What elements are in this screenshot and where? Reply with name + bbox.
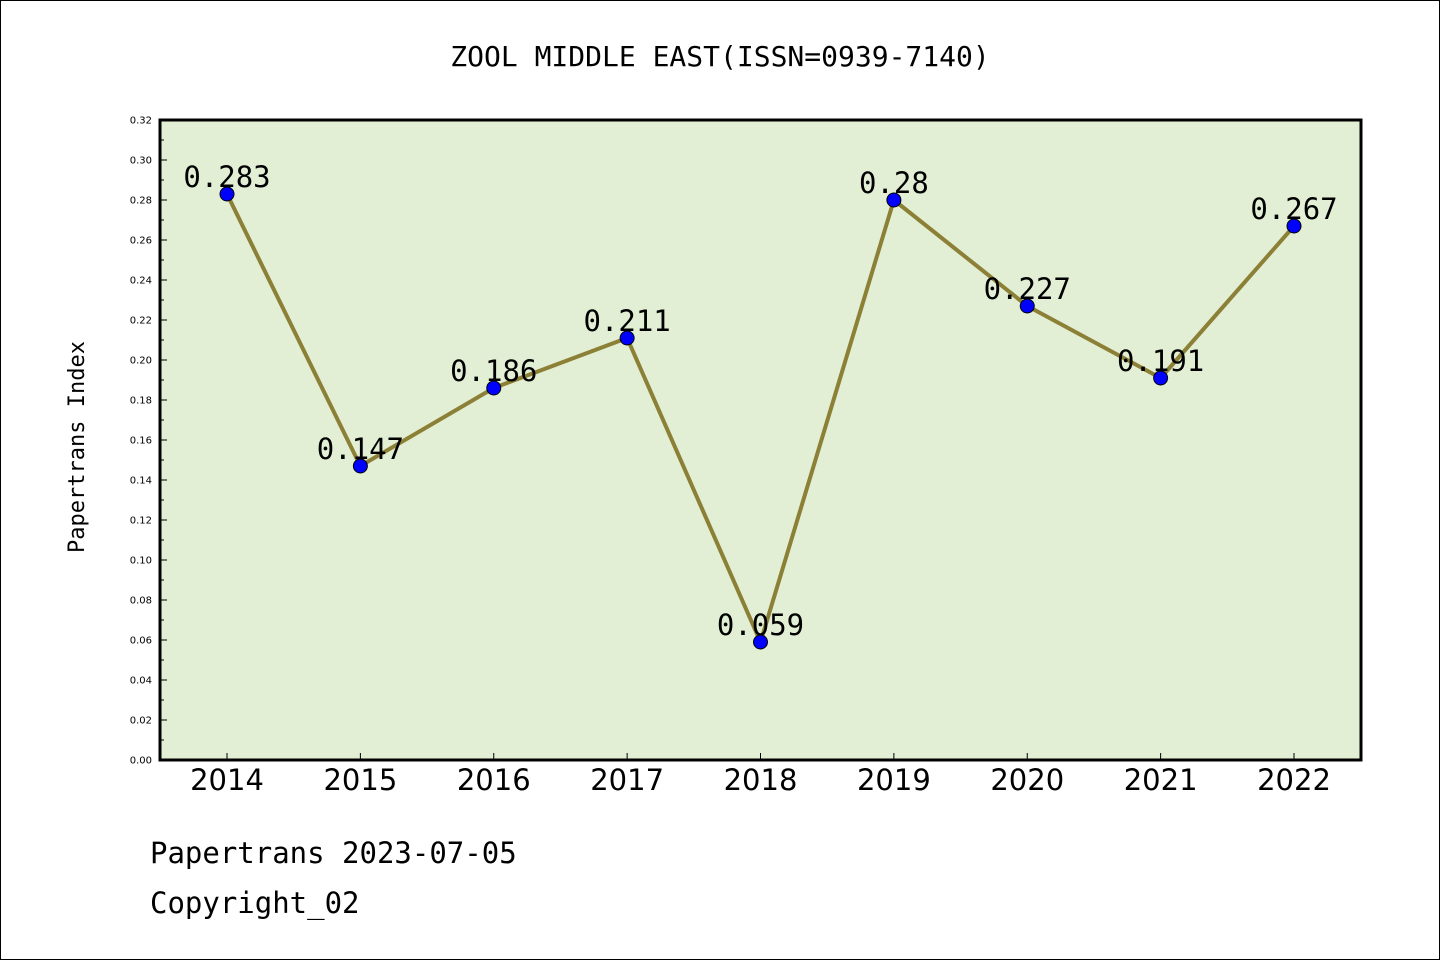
data-point — [1286, 218, 1302, 234]
y-tick-label: 0.16 — [130, 436, 152, 447]
data-point — [753, 634, 768, 650]
data-point — [1019, 298, 1035, 314]
data-point — [1153, 370, 1169, 386]
y-tick-label: 0.14 — [130, 476, 152, 487]
data-label: 0.147 — [317, 432, 404, 466]
x-tick-label: 2015 — [323, 763, 397, 797]
y-tick-label: 0.26 — [130, 236, 152, 247]
y-tick-label: 0.08 — [130, 596, 152, 607]
y-tick-label: 0.02 — [130, 716, 152, 727]
y-tick-label: 0.28 — [130, 196, 152, 207]
x-tick-label: 2021 — [1124, 763, 1198, 797]
x-tick-label: 2020 — [990, 763, 1064, 797]
y-tick-label: 0.18 — [130, 396, 152, 407]
data-point — [219, 186, 235, 202]
data-label: 0.186 — [450, 354, 537, 388]
data-label: 0.267 — [1250, 192, 1337, 226]
data-point — [352, 458, 368, 474]
data-label: 0.211 — [583, 304, 670, 338]
y-tick-label: 0.20 — [130, 356, 152, 367]
y-axis-label: Papertrans Index — [65, 341, 90, 553]
x-tick-label: 2016 — [457, 763, 531, 797]
x-axis: 2014 2015 2016 2017 2018 2019 2020 2021 2022 — [190, 753, 1331, 797]
y-axis: 0.00 0.02 0.04 0.06 0.08 0.10 0.12 0.14 0.16 0.18… — [130, 116, 167, 767]
data-labels: 0.283 0.147 0.186 0.211 0.059 0.28 0.227 0.191 0… — [183, 160, 1337, 642]
y-tick-label: 0.00 — [130, 756, 152, 767]
y-tick-label: 0.06 — [130, 636, 152, 647]
y-tick-label: 0.30 — [130, 156, 152, 167]
y-tick-label: 0.32 — [130, 116, 152, 127]
data-label: 0.28 — [859, 166, 929, 200]
y-tick-label: 0.24 — [130, 276, 152, 287]
x-tick-label: 2019 — [857, 763, 931, 797]
data-label: 0.059 — [717, 608, 804, 642]
x-tick-label: 2017 — [590, 763, 664, 797]
footer-copyright: Copyright_02 — [150, 886, 360, 920]
x-tick-label: 2018 — [724, 763, 798, 797]
y-tick-label: 0.04 — [130, 676, 152, 687]
y-tick-label: 0.22 — [130, 316, 152, 327]
x-tick-label: 2022 — [1257, 763, 1331, 797]
data-label: 0.227 — [984, 272, 1071, 306]
x-tick-label: 2014 — [190, 763, 264, 797]
data-label: 0.191 — [1117, 344, 1204, 378]
y-tick-label: 0.12 — [130, 516, 152, 527]
footer-date: Papertrans 2023-07-05 — [150, 836, 517, 870]
data-point — [886, 192, 902, 208]
plot-border — [158, 118, 1363, 762]
data-points — [219, 186, 1302, 650]
chart-title: ZOOL MIDDLE EAST(ISSN=0939-7140) — [450, 40, 989, 73]
plot-area — [160, 120, 1361, 760]
data-point — [486, 380, 502, 396]
data-point — [619, 330, 635, 346]
data-label: 0.283 — [183, 160, 270, 194]
y-tick-label: 0.10 — [130, 556, 152, 567]
